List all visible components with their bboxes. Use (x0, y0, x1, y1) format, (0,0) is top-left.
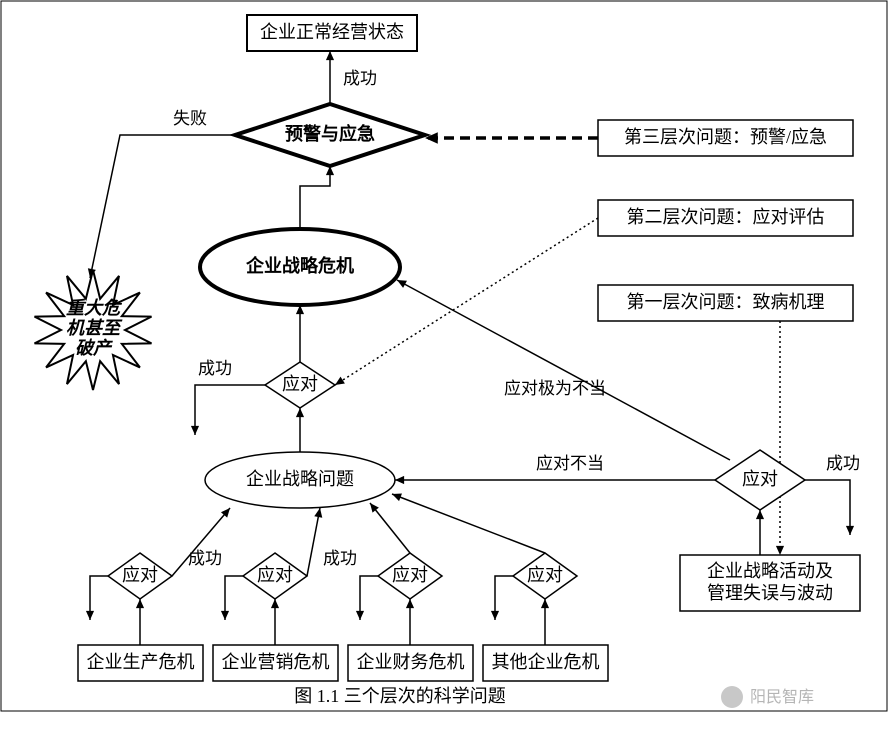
arrowhead (392, 493, 402, 501)
arrowhead (296, 408, 304, 417)
label-strategic_crisis: 企业战略危机 (245, 255, 354, 276)
label-bankruptcy_star-0: 重大危 (66, 298, 123, 318)
arrowhead (335, 377, 345, 385)
label-crisis_prod: 企业生产危机 (87, 652, 195, 672)
edge-label: 成功 (323, 549, 357, 568)
label-level1: 第一层次问题：致病机理 (627, 292, 825, 312)
label-level3: 第三层次问题：预警/应急 (624, 127, 827, 147)
watermark-icon (721, 686, 743, 708)
arrowhead (406, 599, 414, 608)
arrowhead (314, 508, 322, 518)
arrowhead (86, 611, 94, 620)
edge-label: 成功 (826, 454, 860, 473)
arrowhead (846, 526, 854, 535)
label-respond_mid: 应对 (282, 374, 318, 394)
arrowhead (756, 510, 764, 519)
label-normal_operation: 企业正常经营状态 (260, 22, 404, 42)
label-crisis_fin: 企业财务危机 (357, 652, 465, 672)
arrowhead (395, 476, 404, 484)
edge (392, 494, 545, 553)
label-respond_b3: 应对 (392, 565, 428, 585)
edge-label: 成功 (198, 359, 232, 378)
label-respond_b1: 应对 (122, 565, 158, 585)
edge-label: 成功 (188, 549, 222, 568)
arrowhead (776, 546, 784, 555)
label-respond_b4: 应对 (527, 565, 563, 585)
edge-label: 失败 (173, 109, 207, 128)
edge (805, 480, 850, 535)
arrowhead (541, 599, 549, 608)
label-respond_b2: 应对 (257, 565, 293, 585)
edge-label: 应对不当 (536, 454, 604, 473)
edge-label: 应对极为不当 (504, 379, 606, 398)
arrowhead (356, 611, 364, 620)
arrowhead (191, 426, 199, 435)
watermark-text: 阳民智库 (750, 688, 814, 706)
label-level2: 第二层次问题：应对评估 (627, 207, 825, 227)
edge (370, 503, 410, 553)
arrowhead (491, 611, 499, 620)
arrowhead (136, 599, 144, 608)
edge (300, 166, 330, 229)
figure-caption: 图 1.1 三个层次的科学问题 (294, 686, 506, 706)
label-bankruptcy_star-1: 机甚至 (66, 318, 123, 338)
label-crisis_mkt: 企业营销危机 (222, 652, 330, 672)
label-activity_box-2: 管理失误与波动 (707, 583, 833, 603)
arrowhead (221, 611, 229, 620)
arrowhead (370, 503, 379, 513)
label-warning_response: 预警与应急 (285, 123, 375, 144)
label-activity_box-1: 企业战略活动及 (707, 561, 833, 581)
edge (307, 508, 320, 576)
arrowhead (271, 599, 279, 608)
label-crisis_other: 其他企业危机 (492, 652, 600, 672)
label-bankruptcy_star-2: 破产 (75, 338, 113, 358)
arrowhead (326, 51, 334, 60)
label-respond_right: 应对 (742, 469, 778, 489)
edge-label: 成功 (343, 69, 377, 88)
edge (195, 385, 265, 435)
label-strategic_problem: 企业战略问题 (246, 469, 354, 489)
